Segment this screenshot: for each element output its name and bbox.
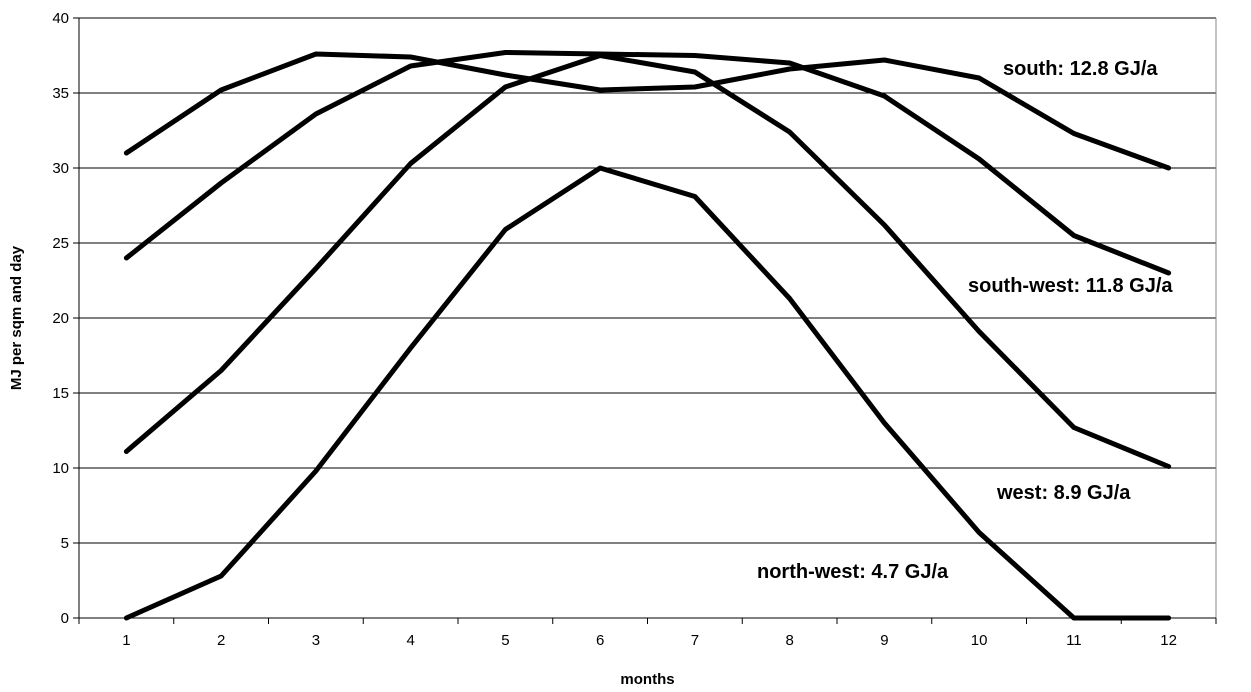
- x-tick-label: 4: [406, 632, 414, 649]
- series-label-2: west: 8.9 GJ/a: [996, 482, 1131, 504]
- y-axis-title: MJ per sqm and day: [8, 245, 25, 390]
- series-label-1: south-west: 11.8 GJ/a: [968, 275, 1173, 297]
- x-tick-label: 1: [122, 632, 130, 649]
- x-tick-label: 7: [691, 632, 699, 649]
- y-tick-label: 35: [52, 85, 69, 102]
- series-line-1: [123, 50, 1172, 276]
- x-tick-label: 11: [1066, 632, 1082, 649]
- y-tick-label: 20: [52, 310, 69, 327]
- y-tick-label: 25: [52, 235, 69, 252]
- series-line-0: [123, 51, 1172, 171]
- series-line-3: [123, 165, 1172, 621]
- x-tick-label: 9: [880, 632, 888, 649]
- y-tick-label: 40: [52, 10, 69, 27]
- series-labels: south: 12.8 GJ/a south-west: 11.8 GJ/a wes…: [757, 58, 1173, 583]
- gridlines: [79, 17, 1216, 619]
- y-tick-label: 0: [61, 610, 69, 627]
- series-lines: [123, 50, 1172, 621]
- x-tick-label: 2: [217, 632, 225, 649]
- x-tick-label: 8: [785, 632, 793, 649]
- x-tick-label: 5: [501, 632, 509, 649]
- x-tick-label: 6: [596, 632, 604, 649]
- y-tick-label: 15: [52, 385, 69, 402]
- axes: [73, 17, 1217, 624]
- y-tick-label: 10: [52, 460, 69, 477]
- y-tick-label: 5: [61, 535, 69, 552]
- x-tick-label: 10: [971, 632, 988, 649]
- x-tick-label: 12: [1160, 632, 1177, 649]
- series-label-3: north-west: 4.7 GJ/a: [757, 561, 949, 583]
- x-axis-title: months: [620, 671, 674, 688]
- y-tick-label: 30: [52, 160, 69, 177]
- series-line-2: [123, 53, 1172, 469]
- x-tick-label: 3: [312, 632, 320, 649]
- series-label-0: south: 12.8 GJ/a: [1003, 58, 1158, 80]
